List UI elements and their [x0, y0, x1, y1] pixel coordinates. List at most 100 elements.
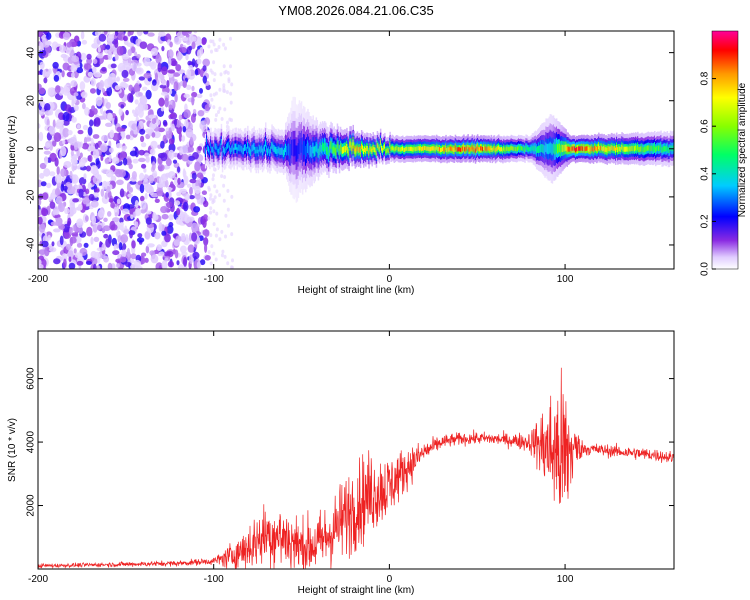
- heatmap-cell: [67, 130, 73, 136]
- heatmap-cell: [444, 147, 446, 152]
- heatmap-cell: [221, 151, 224, 158]
- snr-y-ticks: 2000 4000 6000: [26, 367, 674, 517]
- heatmap-cell: [501, 147, 503, 152]
- heatmap-cell: [87, 126, 93, 136]
- heatmap-cell: [309, 145, 311, 158]
- heatmap-cell: [38, 198, 42, 206]
- heatmap-cell: [454, 145, 457, 150]
- heatmap-cell: [502, 148, 504, 153]
- heatmap-cell: [90, 250, 97, 258]
- heatmap-cell: [297, 143, 300, 159]
- heatmap-cell: [154, 198, 160, 203]
- heatmap-cell: [230, 265, 234, 269]
- heatmap-cell: [226, 261, 230, 266]
- heatmap-cell: [38, 131, 44, 142]
- heatmap-cell: [53, 228, 61, 233]
- heatmap-cell: [652, 145, 655, 152]
- heatmap-cell: [212, 222, 216, 227]
- heatmap-cell: [625, 146, 627, 152]
- heatmap-cell: [564, 144, 566, 152]
- heatmap-cell: [656, 145, 658, 152]
- heatmap-cell: [86, 165, 91, 172]
- heatmap-cell: [624, 146, 626, 152]
- heatmap-cell: [70, 80, 78, 88]
- heatmap-cell: [242, 147, 245, 155]
- heatmap-cell: [418, 146, 421, 151]
- heatmap-cell: [415, 146, 418, 151]
- heatmap-cell: [105, 102, 112, 109]
- heatmap-cell: [178, 114, 183, 121]
- heatmap-cell: [43, 150, 51, 155]
- heatmap-cell: [38, 216, 43, 225]
- heatmap-cell: [259, 146, 262, 154]
- heatmap-cell: [560, 145, 562, 154]
- spectrogram-x-ticks: -200 -100 0 100: [28, 31, 574, 285]
- heatmap-cell: [138, 149, 145, 156]
- heatmap-cell: [131, 171, 137, 180]
- heatmap-cell: [90, 236, 94, 245]
- heatmap-cell: [187, 244, 195, 253]
- heatmap-cell: [79, 81, 86, 91]
- heatmap-cell: [97, 46, 101, 53]
- heatmap-cell: [209, 39, 213, 44]
- heatmap-cell: [62, 32, 71, 40]
- heatmap-cell: [107, 262, 113, 269]
- heatmap-cell: [559, 143, 561, 153]
- heatmap-cell: [260, 145, 263, 153]
- heatmap-cell: [59, 45, 67, 53]
- heatmap-cell: [145, 128, 152, 134]
- heatmap-cell: [230, 232, 234, 237]
- heatmap-cell: [376, 143, 379, 148]
- heatmap-cell: [229, 91, 233, 96]
- heatmap-cell: [61, 253, 68, 259]
- heatmap-cell: [669, 145, 672, 151]
- heatmap-cell: [474, 148, 477, 153]
- heatmap-cell: [90, 137, 94, 147]
- heatmap-cell: [489, 147, 491, 152]
- heatmap-cell: [197, 110, 205, 117]
- heatmap-cell: [155, 118, 161, 126]
- heatmap-cell: [345, 145, 347, 153]
- heatmap-cell: [663, 145, 665, 151]
- heatmap-cell: [39, 69, 44, 76]
- heatmap-cell: [85, 188, 90, 195]
- heatmap-cell: [594, 145, 597, 151]
- heatmap-cell: [129, 180, 137, 185]
- heatmap-cell: [628, 146, 631, 152]
- heatmap-cell: [526, 145, 528, 150]
- heatmap-cell: [54, 174, 62, 184]
- heatmap-cell: [172, 159, 178, 164]
- heatmap-cell: [104, 192, 108, 200]
- heatmap-cell: [180, 245, 187, 254]
- heatmap-cell: [336, 141, 339, 149]
- heatmap-cell: [160, 140, 165, 149]
- heatmap-cell: [253, 143, 255, 150]
- heatmap-cell: [44, 156, 49, 165]
- heatmap-cell: [222, 146, 225, 153]
- heatmap-cell: [389, 142, 391, 147]
- heatmap-cell: [448, 147, 450, 152]
- heatmap-cell: [83, 173, 87, 180]
- heatmap-cell: [358, 146, 361, 153]
- heatmap-cell: [648, 145, 651, 152]
- heatmap-cell: [88, 145, 96, 152]
- spectrogram-x-axis-label: Height of straight line (km): [298, 285, 415, 296]
- heatmap-cell: [484, 146, 486, 151]
- heatmap-cell: [549, 141, 552, 153]
- heatmap-cell: [189, 178, 197, 184]
- heatmap-cell: [165, 158, 172, 167]
- heatmap-cell: [38, 31, 43, 38]
- heatmap-cell: [230, 82, 234, 87]
- heatmap-cell: [505, 147, 507, 152]
- heatmap-cell: [661, 147, 663, 153]
- heatmap-cell: [132, 109, 135, 114]
- heatmap-cell: [183, 201, 189, 212]
- heatmap-cell: [168, 104, 173, 111]
- heatmap-cell: [167, 69, 176, 74]
- heatmap-cell: [91, 105, 96, 112]
- heatmap-cell: [319, 143, 322, 152]
- heatmap-cell: [184, 119, 189, 129]
- heatmap-cell: [296, 145, 299, 162]
- heatmap-cell: [429, 147, 431, 152]
- colorbar-label: Normalized spectral amplitude: [737, 82, 748, 217]
